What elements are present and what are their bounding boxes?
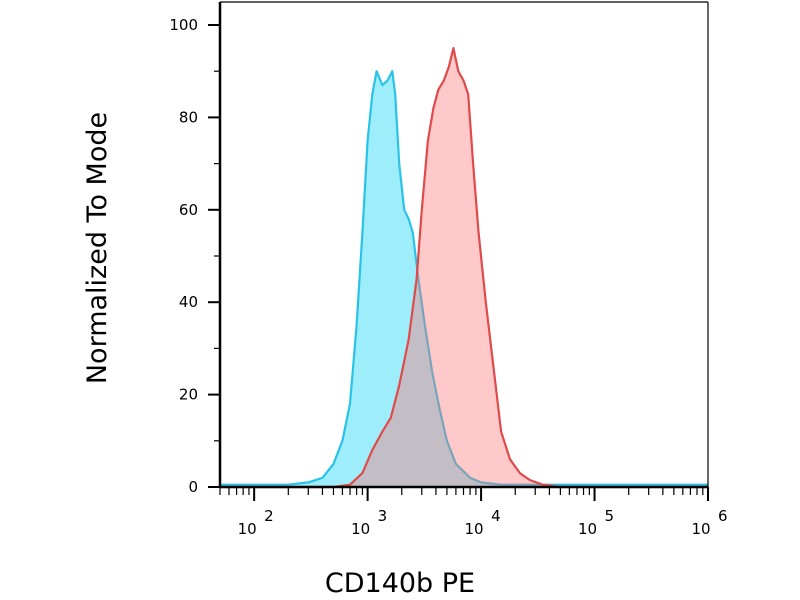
x-axis-ticks: 10 2 10 3 10 4 10 5 10 6 (219, 487, 728, 538)
x-tick-label-10e2: 10 (238, 520, 257, 538)
x-axis-title: CD140b PE (325, 568, 475, 599)
x-tick-label-10e6: 10 (691, 520, 710, 538)
series-1-line (220, 70, 708, 486)
x-tick-exponent: 6 (718, 507, 728, 525)
series-2-area (220, 48, 708, 487)
y-tick-label: 40 (179, 293, 198, 311)
x-tick-exponent: 3 (378, 507, 388, 525)
y-tick-label: 0 (188, 478, 198, 496)
x-tick-exponent: 2 (264, 507, 274, 525)
x-tick-label-10e5: 10 (578, 520, 597, 538)
x-tick-exponent: 4 (491, 507, 501, 525)
y-axis-ticks: 0 20 40 60 80 100 (169, 16, 220, 496)
y-tick-label: 100 (169, 16, 198, 34)
plot-series (220, 47, 708, 489)
y-axis-title: Normalized To Mode (82, 112, 113, 384)
x-tick-exponent: 5 (605, 507, 615, 525)
x-tick-label-10e4: 10 (465, 520, 484, 538)
y-tick-label: 80 (179, 108, 198, 126)
y-tick-label: 20 (179, 386, 198, 404)
y-tick-label: 60 (179, 201, 198, 219)
x-tick-label-10e3: 10 (351, 520, 370, 538)
series-2-line (220, 47, 708, 489)
